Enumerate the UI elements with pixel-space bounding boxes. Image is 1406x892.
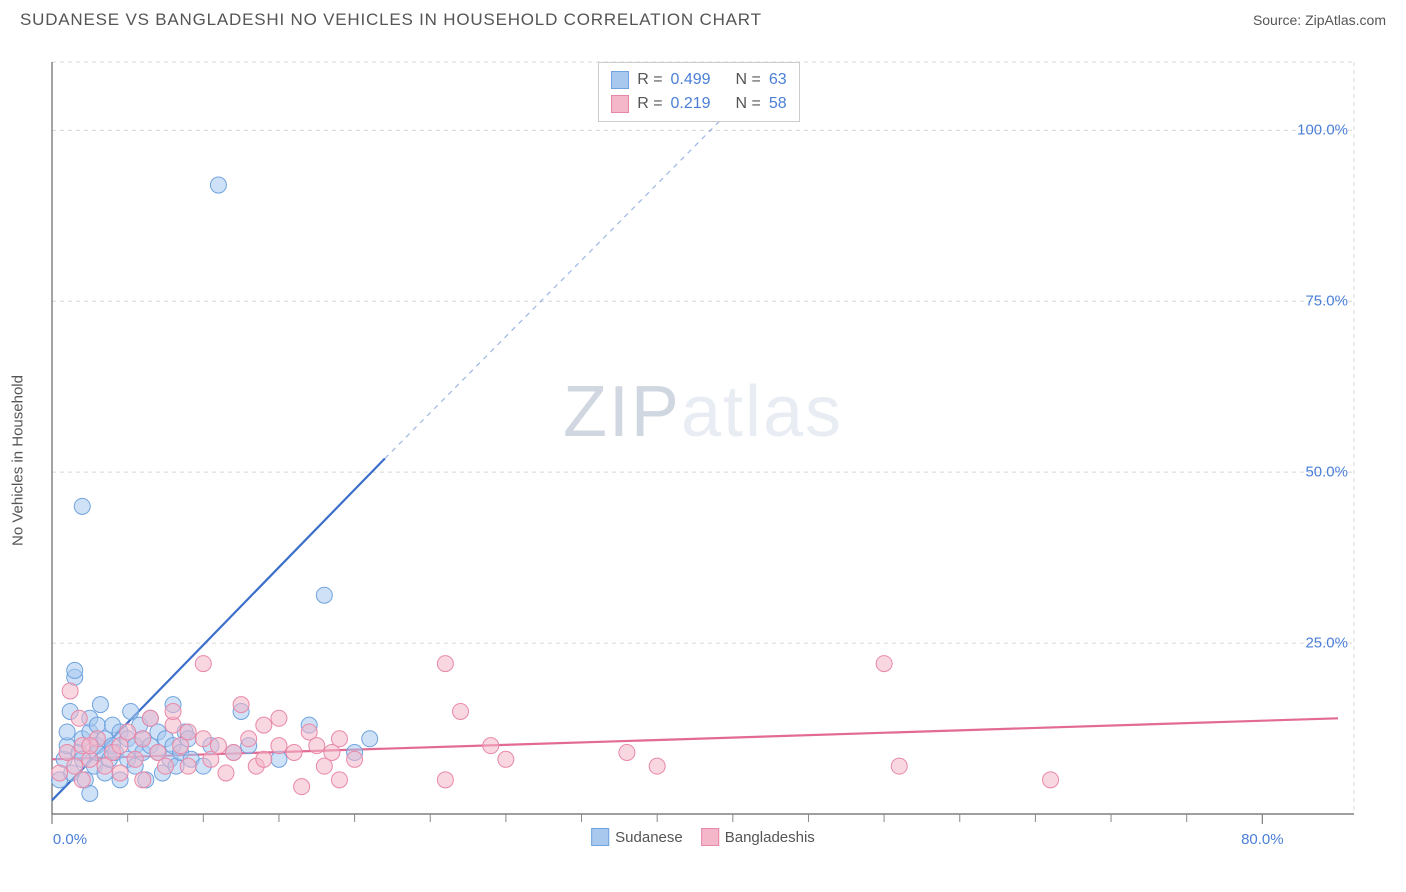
swatch-icon (701, 828, 719, 846)
n-value: 63 (769, 68, 787, 92)
y-axis-label: No Vehicles in Household (10, 375, 27, 546)
n-value: 58 (769, 92, 787, 116)
y-tick-label: 50.0% (1305, 464, 1348, 481)
n-label: N = (735, 68, 760, 92)
r-label: R = (637, 68, 662, 92)
legend-item: Sudanese (591, 828, 683, 846)
legend-label: Sudanese (615, 829, 683, 846)
y-tick-label: 100.0% (1297, 122, 1348, 139)
y-tick-label: 75.0% (1305, 293, 1348, 310)
header: SUDANESE VS BANGLADESHI NO VEHICLES IN H… (0, 0, 1406, 34)
n-label: N = (735, 92, 760, 116)
correlation-stats-box: R = 0.499 N = 63 R = 0.219 N = 58 (598, 62, 799, 122)
source-attribution: Source: ZipAtlas.com (1253, 12, 1386, 28)
chart-container: No Vehicles in Household ZIPatlas 25.0% … (48, 56, 1358, 848)
stats-row: R = 0.219 N = 58 (611, 92, 786, 116)
y-tick-label: 25.0% (1305, 635, 1348, 652)
swatch-icon (611, 95, 629, 113)
stats-row: R = 0.499 N = 63 (611, 68, 786, 92)
r-value: 0.219 (671, 92, 711, 116)
swatch-icon (591, 828, 609, 846)
r-value: 0.499 (671, 68, 711, 92)
x-tick-label: 80.0% (1241, 831, 1284, 848)
chart-title: SUDANESE VS BANGLADESHI NO VEHICLES IN H… (20, 10, 762, 30)
legend: Sudanese Bangladeshis (591, 828, 815, 846)
x-tick-label: 0.0% (53, 831, 87, 848)
r-label: R = (637, 92, 662, 116)
legend-label: Bangladeshis (725, 829, 815, 846)
swatch-icon (611, 71, 629, 89)
legend-item: Bangladeshis (701, 828, 815, 846)
scatter-plot (48, 56, 1358, 848)
